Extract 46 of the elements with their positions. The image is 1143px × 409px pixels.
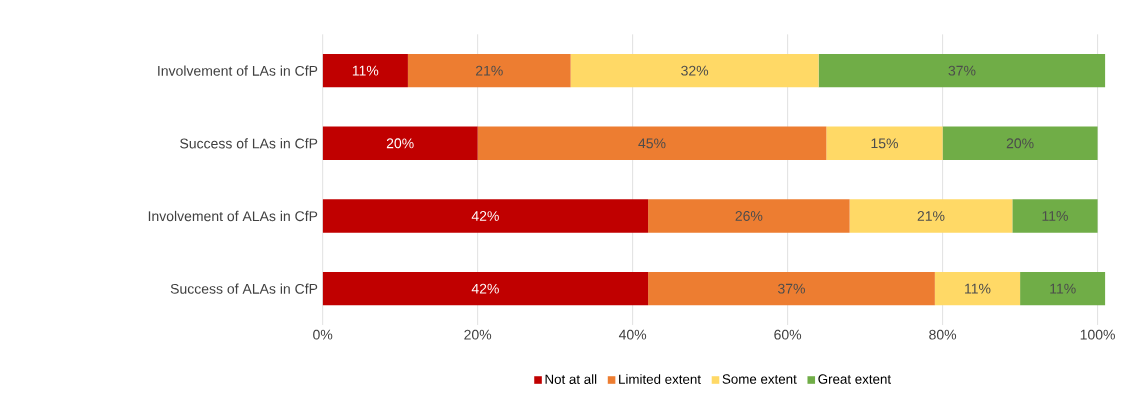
- data-label: 42%: [471, 283, 499, 294]
- data-label: 21%: [475, 65, 503, 76]
- data-label: 45%: [638, 138, 666, 149]
- data-label: 42%: [471, 211, 499, 221]
- bar: [477, 126, 827, 161]
- data-label: 20%: [1006, 138, 1034, 149]
- legend-label: Great extent: [818, 374, 891, 384]
- data-label: 21%: [917, 211, 945, 221]
- x-tick-label: 40%: [618, 329, 647, 340]
- bar: [570, 53, 819, 88]
- bar: [849, 199, 1013, 233]
- x-tick-label: 0%: [313, 329, 333, 340]
- data-label: 11%: [1050, 283, 1076, 294]
- x-tick-label: 20%: [464, 329, 492, 340]
- bar: [322, 199, 649, 233]
- bar: [942, 126, 1098, 161]
- data-label: 11%: [352, 65, 379, 76]
- x-tick-label: 80%: [929, 329, 957, 340]
- bar: [407, 53, 571, 88]
- bar: [1012, 199, 1098, 233]
- legend-label: Some extent: [722, 374, 797, 384]
- y-tick-label: Success of LAs in CfP: [180, 138, 318, 149]
- bar: [818, 53, 1106, 88]
- bar: [934, 271, 1021, 306]
- bar: [1020, 271, 1106, 306]
- data-label: 37%: [778, 283, 805, 294]
- data-label: 26%: [735, 211, 763, 221]
- bar: [826, 126, 943, 161]
- x-tick-label: 60%: [774, 329, 802, 340]
- data-label: 11%: [1042, 211, 1068, 221]
- legend-label: Limited extent: [619, 374, 701, 384]
- data-label: 11%: [965, 283, 991, 294]
- y-tick-label: Success of ALAs in CfP: [170, 283, 318, 294]
- bar: [322, 53, 408, 88]
- data-label: 37%: [948, 65, 976, 76]
- bar: [648, 271, 935, 306]
- y-tick-label: Involvement of LAs in CfP: [158, 65, 318, 76]
- bar: [322, 271, 649, 306]
- data-label: 32%: [681, 65, 709, 76]
- y-tick-label: Involvement of ALAs in CfP: [148, 210, 318, 222]
- data-label: 20%: [386, 138, 414, 149]
- data-label: 15%: [871, 138, 898, 149]
- legend-label: Not at all: [545, 374, 597, 384]
- bar: [322, 126, 478, 161]
- bar: [648, 199, 850, 233]
- x-tick-label: 100%: [1080, 329, 1115, 340]
